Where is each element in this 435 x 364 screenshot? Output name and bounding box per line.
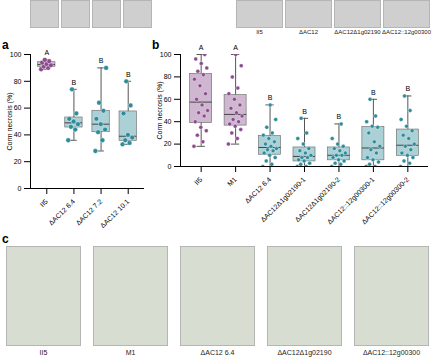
svg-text:A: A — [199, 44, 204, 51]
svg-text:40: 40 — [14, 131, 22, 138]
html-text:ΔAC12::12g00300: ΔAC12::12g00300 — [362, 349, 421, 356]
svg-text:40: 40 — [164, 118, 172, 125]
html-text:c: c — [2, 232, 9, 246]
svg-text:B: B — [337, 113, 342, 120]
html-text:M1: M1 — [125, 349, 136, 356]
svg-text:ΔAC12::12g00300-1: ΔAC12::12g00300-1 — [325, 175, 376, 226]
svg-text:20: 20 — [14, 158, 22, 165]
svg-text:B: B — [126, 71, 131, 78]
html-text:ΔAC12Δ1g02190 ΔAC12::12g00300: ΔAC12Δ1g02190 ΔAC12::12g00300 — [334, 29, 431, 35]
svg-text:ΔAC12Δ1g02190-1: ΔAC12Δ1g02190-1 — [259, 175, 307, 224]
svg-text:0: 0 — [168, 163, 172, 170]
svg-text:B: B — [268, 94, 273, 101]
html-text:II5: II5 — [256, 29, 263, 35]
svg-text:ΔAC12 6.4: ΔAC12 6.4 — [47, 198, 76, 227]
svg-text:ΔAC12 7.2: ΔAC12 7.2 — [74, 198, 103, 227]
svg-text:B: B — [405, 85, 410, 92]
svg-text:0: 0 — [18, 185, 22, 192]
svg-text:ΔAC12 6.4: ΔAC12 6.4 — [243, 176, 272, 205]
svg-text:ΔAC12Δ1g02190-2: ΔAC12Δ1g02190-2 — [293, 175, 342, 224]
svg-text:20: 20 — [164, 140, 172, 147]
svg-text:80: 80 — [14, 78, 22, 85]
svg-text:II5: II5 — [193, 176, 204, 187]
svg-text:100: 100 — [160, 51, 172, 58]
svg-text:80: 80 — [164, 73, 172, 80]
svg-text:Corm necrosis (%): Corm necrosis (%) — [156, 82, 164, 140]
html-text:ΔAC12: ΔAC12 — [299, 29, 318, 35]
html-text:ΔAC12 6.4: ΔAC12 6.4 — [200, 349, 235, 356]
svg-text:100: 100 — [10, 51, 22, 58]
html-text:b: b — [152, 38, 160, 52]
svg-text:A: A — [233, 44, 238, 51]
svg-text:60: 60 — [164, 96, 172, 103]
html-text:II5: II5 — [39, 349, 48, 356]
html-text:ΔAC12Δ1g02190: ΔAC12Δ1g02190 — [277, 349, 332, 356]
svg-text:ΔAC12::12g00300-2: ΔAC12::12g00300-2 — [360, 176, 411, 227]
svg-text:A: A — [44, 49, 49, 56]
html-text:a: a — [2, 38, 9, 52]
svg-text:B: B — [302, 108, 307, 115]
svg-text:60: 60 — [14, 104, 22, 111]
svg-text:ΔAC12 10.1: ΔAC12 10.1 — [99, 198, 131, 230]
svg-text:II5: II5 — [39, 198, 50, 209]
svg-text:B: B — [371, 89, 376, 96]
svg-text:Corm necrosis (%): Corm necrosis (%) — [6, 93, 14, 151]
svg-text:M1: M1 — [226, 176, 238, 188]
svg-text:B: B — [72, 79, 77, 86]
svg-text:B: B — [99, 57, 104, 64]
